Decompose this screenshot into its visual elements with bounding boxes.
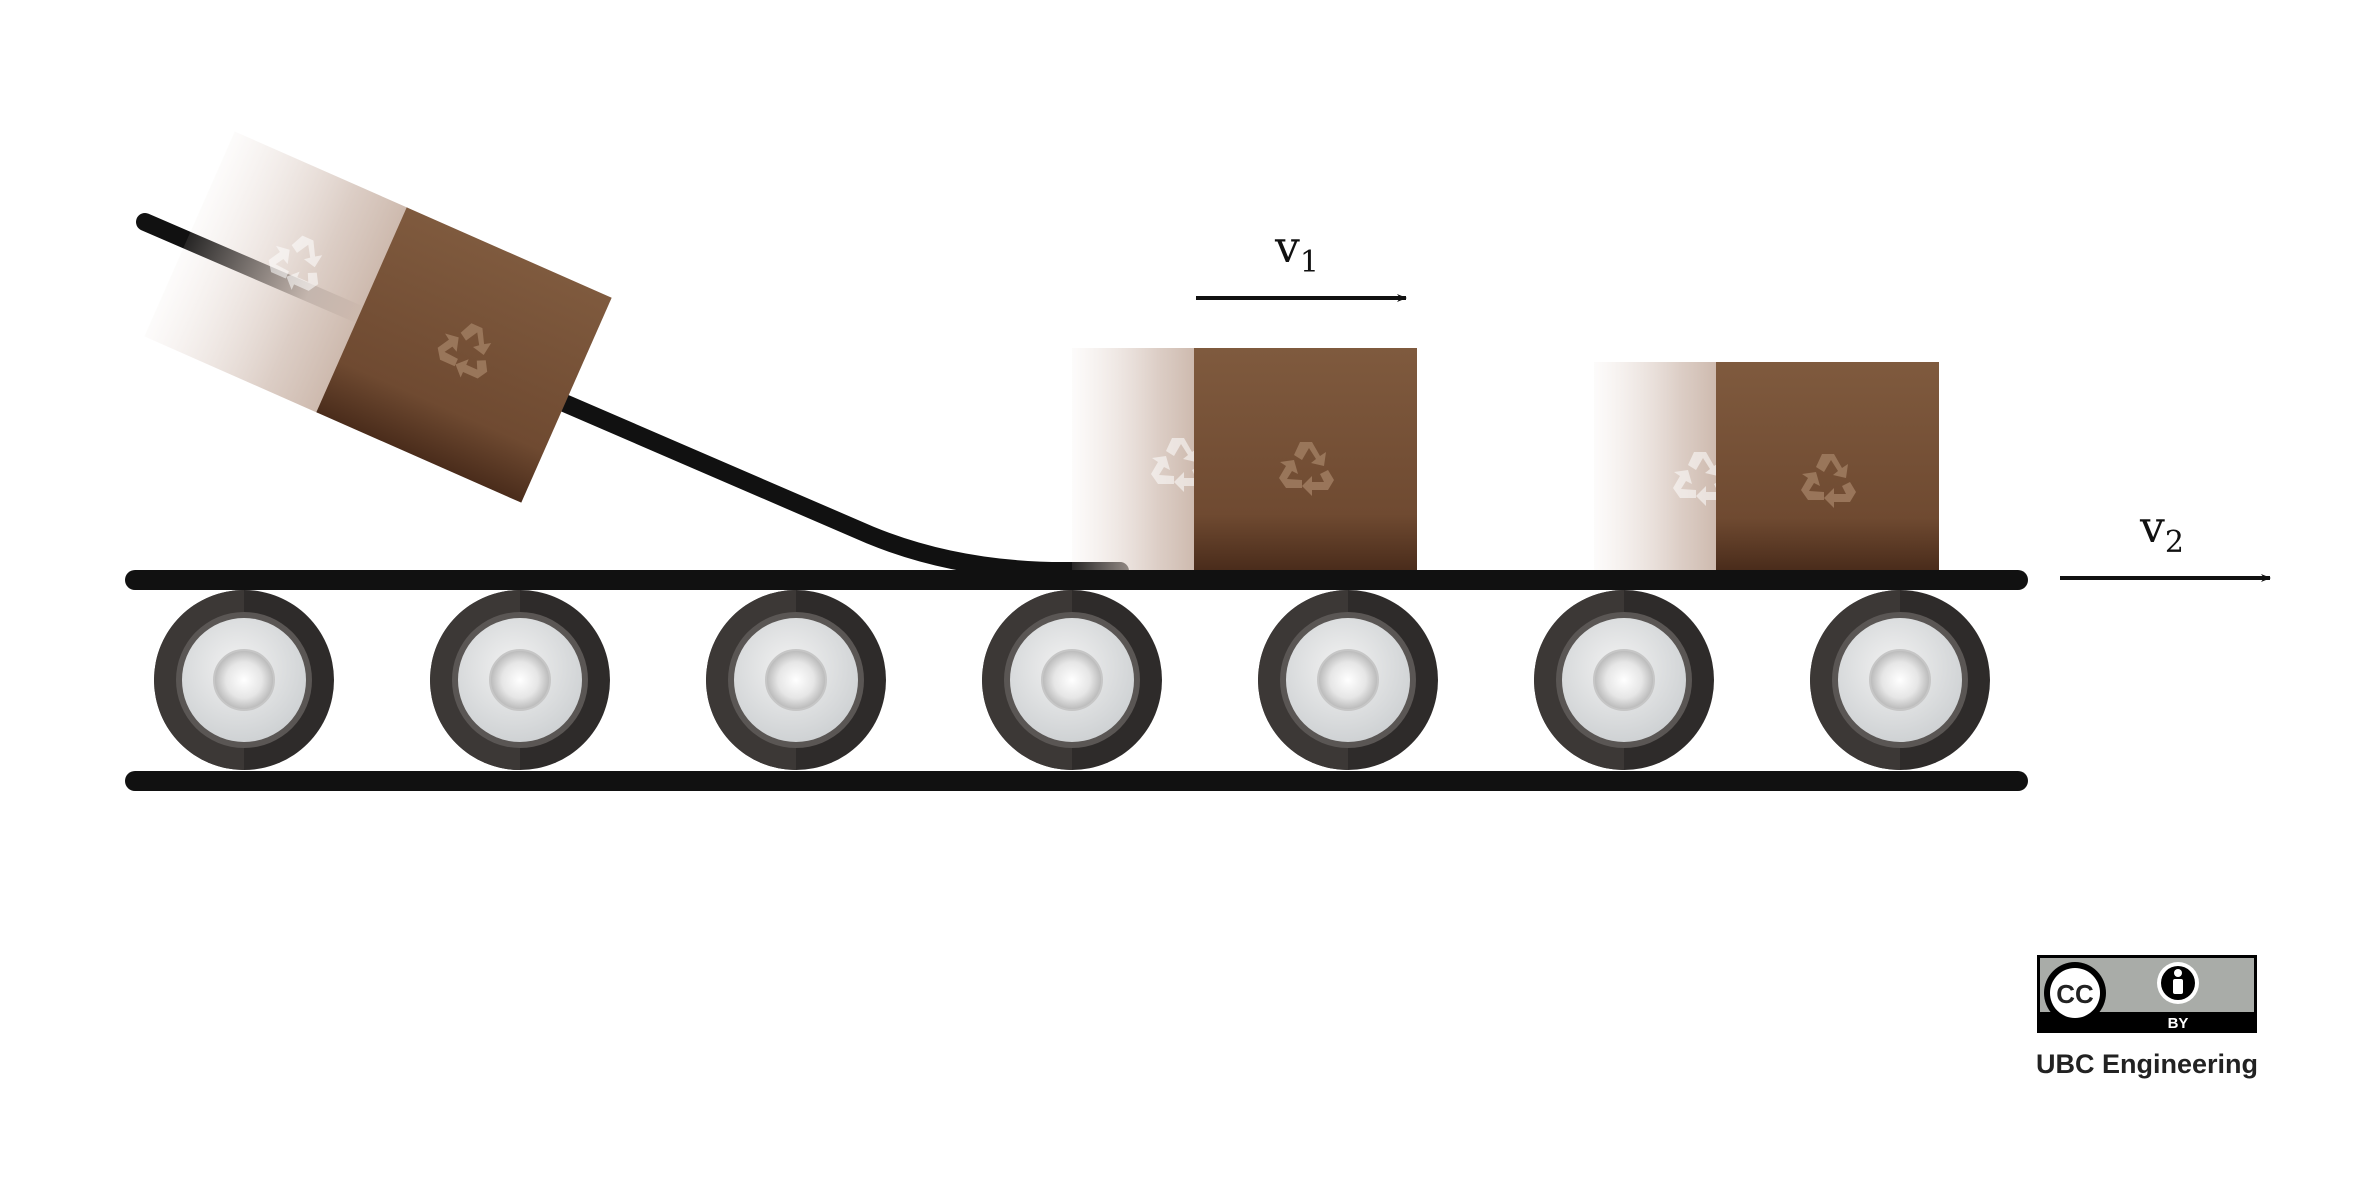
- box-body: [1194, 348, 1417, 570]
- roller: [981, 589, 1163, 771]
- box-body: [316, 207, 612, 503]
- credit-text: UBC Engineering: [2036, 1049, 2258, 1079]
- roller: [1809, 589, 1991, 771]
- box-middle: [1072, 348, 1417, 570]
- by-label: BY: [2168, 1015, 2189, 1032]
- velocity-label-v1: v1: [1274, 222, 1319, 280]
- roller: [1257, 589, 1439, 771]
- box-motion-blur: [1072, 348, 1196, 570]
- velocity-label-v2: v2: [2139, 502, 2184, 560]
- box-right: [1594, 362, 1939, 570]
- roller: [429, 589, 611, 771]
- roller: [705, 589, 887, 771]
- license-badge: CC BY: [2037, 955, 2257, 1033]
- box-on-ramp: [144, 131, 612, 503]
- cc-icon-label: CC: [2056, 979, 2094, 1009]
- rollers: [153, 589, 1991, 771]
- box-motion-blur: [1594, 362, 1718, 570]
- roller: [153, 589, 335, 771]
- roller: [1533, 589, 1715, 771]
